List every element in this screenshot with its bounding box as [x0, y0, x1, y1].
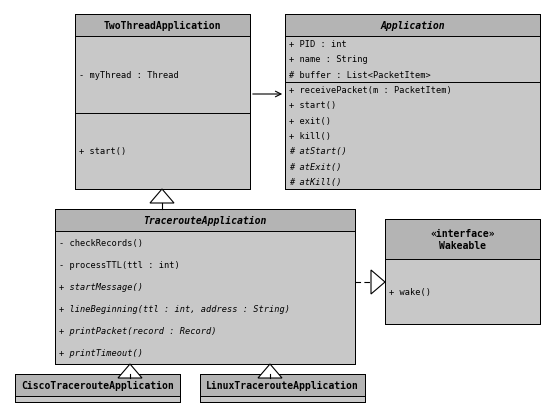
Text: - myThread : Thread: - myThread : Thread [79, 70, 179, 79]
Text: «interface»
Wakeable: «interface» Wakeable [430, 229, 495, 250]
Bar [55, 209, 355, 231]
Bar [200, 396, 365, 402]
Text: - checkRecords(): - checkRecords() [59, 238, 143, 247]
Bar [15, 396, 180, 402]
Text: + printPacket(record : Record): + printPacket(record : Record) [59, 326, 216, 335]
Polygon shape [371, 270, 385, 294]
Text: + wake(): + wake() [389, 287, 431, 296]
Text: # atKill(): # atKill() [289, 177, 341, 186]
Text: + name : String: + name : String [289, 55, 368, 64]
Bar [75, 113, 250, 190]
Bar [385, 220, 540, 259]
Text: + lineBeginning(ttl : int, address : String): + lineBeginning(ttl : int, address : Str… [59, 304, 290, 313]
Bar [285, 37, 540, 83]
Text: + startMessage(): + startMessage() [59, 282, 143, 291]
Text: # atExit(): # atExit() [289, 162, 341, 171]
Bar [285, 83, 540, 190]
Text: TwoThreadApplication: TwoThreadApplication [104, 21, 221, 31]
Text: TracerouteApplication: TracerouteApplication [143, 215, 267, 226]
Bar [75, 37, 250, 113]
Polygon shape [118, 364, 142, 378]
Text: + printTimeout(): + printTimeout() [59, 349, 143, 358]
Text: CiscoTracerouteApplication: CiscoTracerouteApplication [21, 380, 174, 390]
Polygon shape [150, 190, 174, 203]
Text: + kill(): + kill() [289, 132, 331, 141]
Bar [75, 15, 250, 37]
Bar [285, 15, 540, 190]
Text: LinuxTracerouteApplication: LinuxTracerouteApplication [206, 380, 359, 390]
Bar [15, 374, 180, 402]
Polygon shape [258, 364, 282, 378]
Text: - processTTL(ttl : int): - processTTL(ttl : int) [59, 260, 180, 269]
Bar [15, 374, 180, 396]
Text: Application: Application [380, 21, 445, 31]
Bar [285, 15, 540, 37]
Text: # atStart(): # atStart() [289, 147, 347, 156]
Bar [55, 209, 355, 364]
Bar [200, 374, 365, 402]
Bar [55, 231, 355, 364]
Bar [385, 259, 540, 324]
Text: + receivePacket(m : PacketItem): + receivePacket(m : PacketItem) [289, 86, 452, 95]
Bar [385, 220, 540, 324]
Text: + start(): + start() [79, 147, 126, 156]
Text: + start(): + start() [289, 101, 336, 110]
Bar [75, 15, 250, 190]
Text: + PID : int: + PID : int [289, 40, 347, 49]
Text: # buffer : List<PacketItem>: # buffer : List<PacketItem> [289, 70, 431, 79]
Text: + exit(): + exit() [289, 116, 331, 125]
Bar [200, 374, 365, 396]
